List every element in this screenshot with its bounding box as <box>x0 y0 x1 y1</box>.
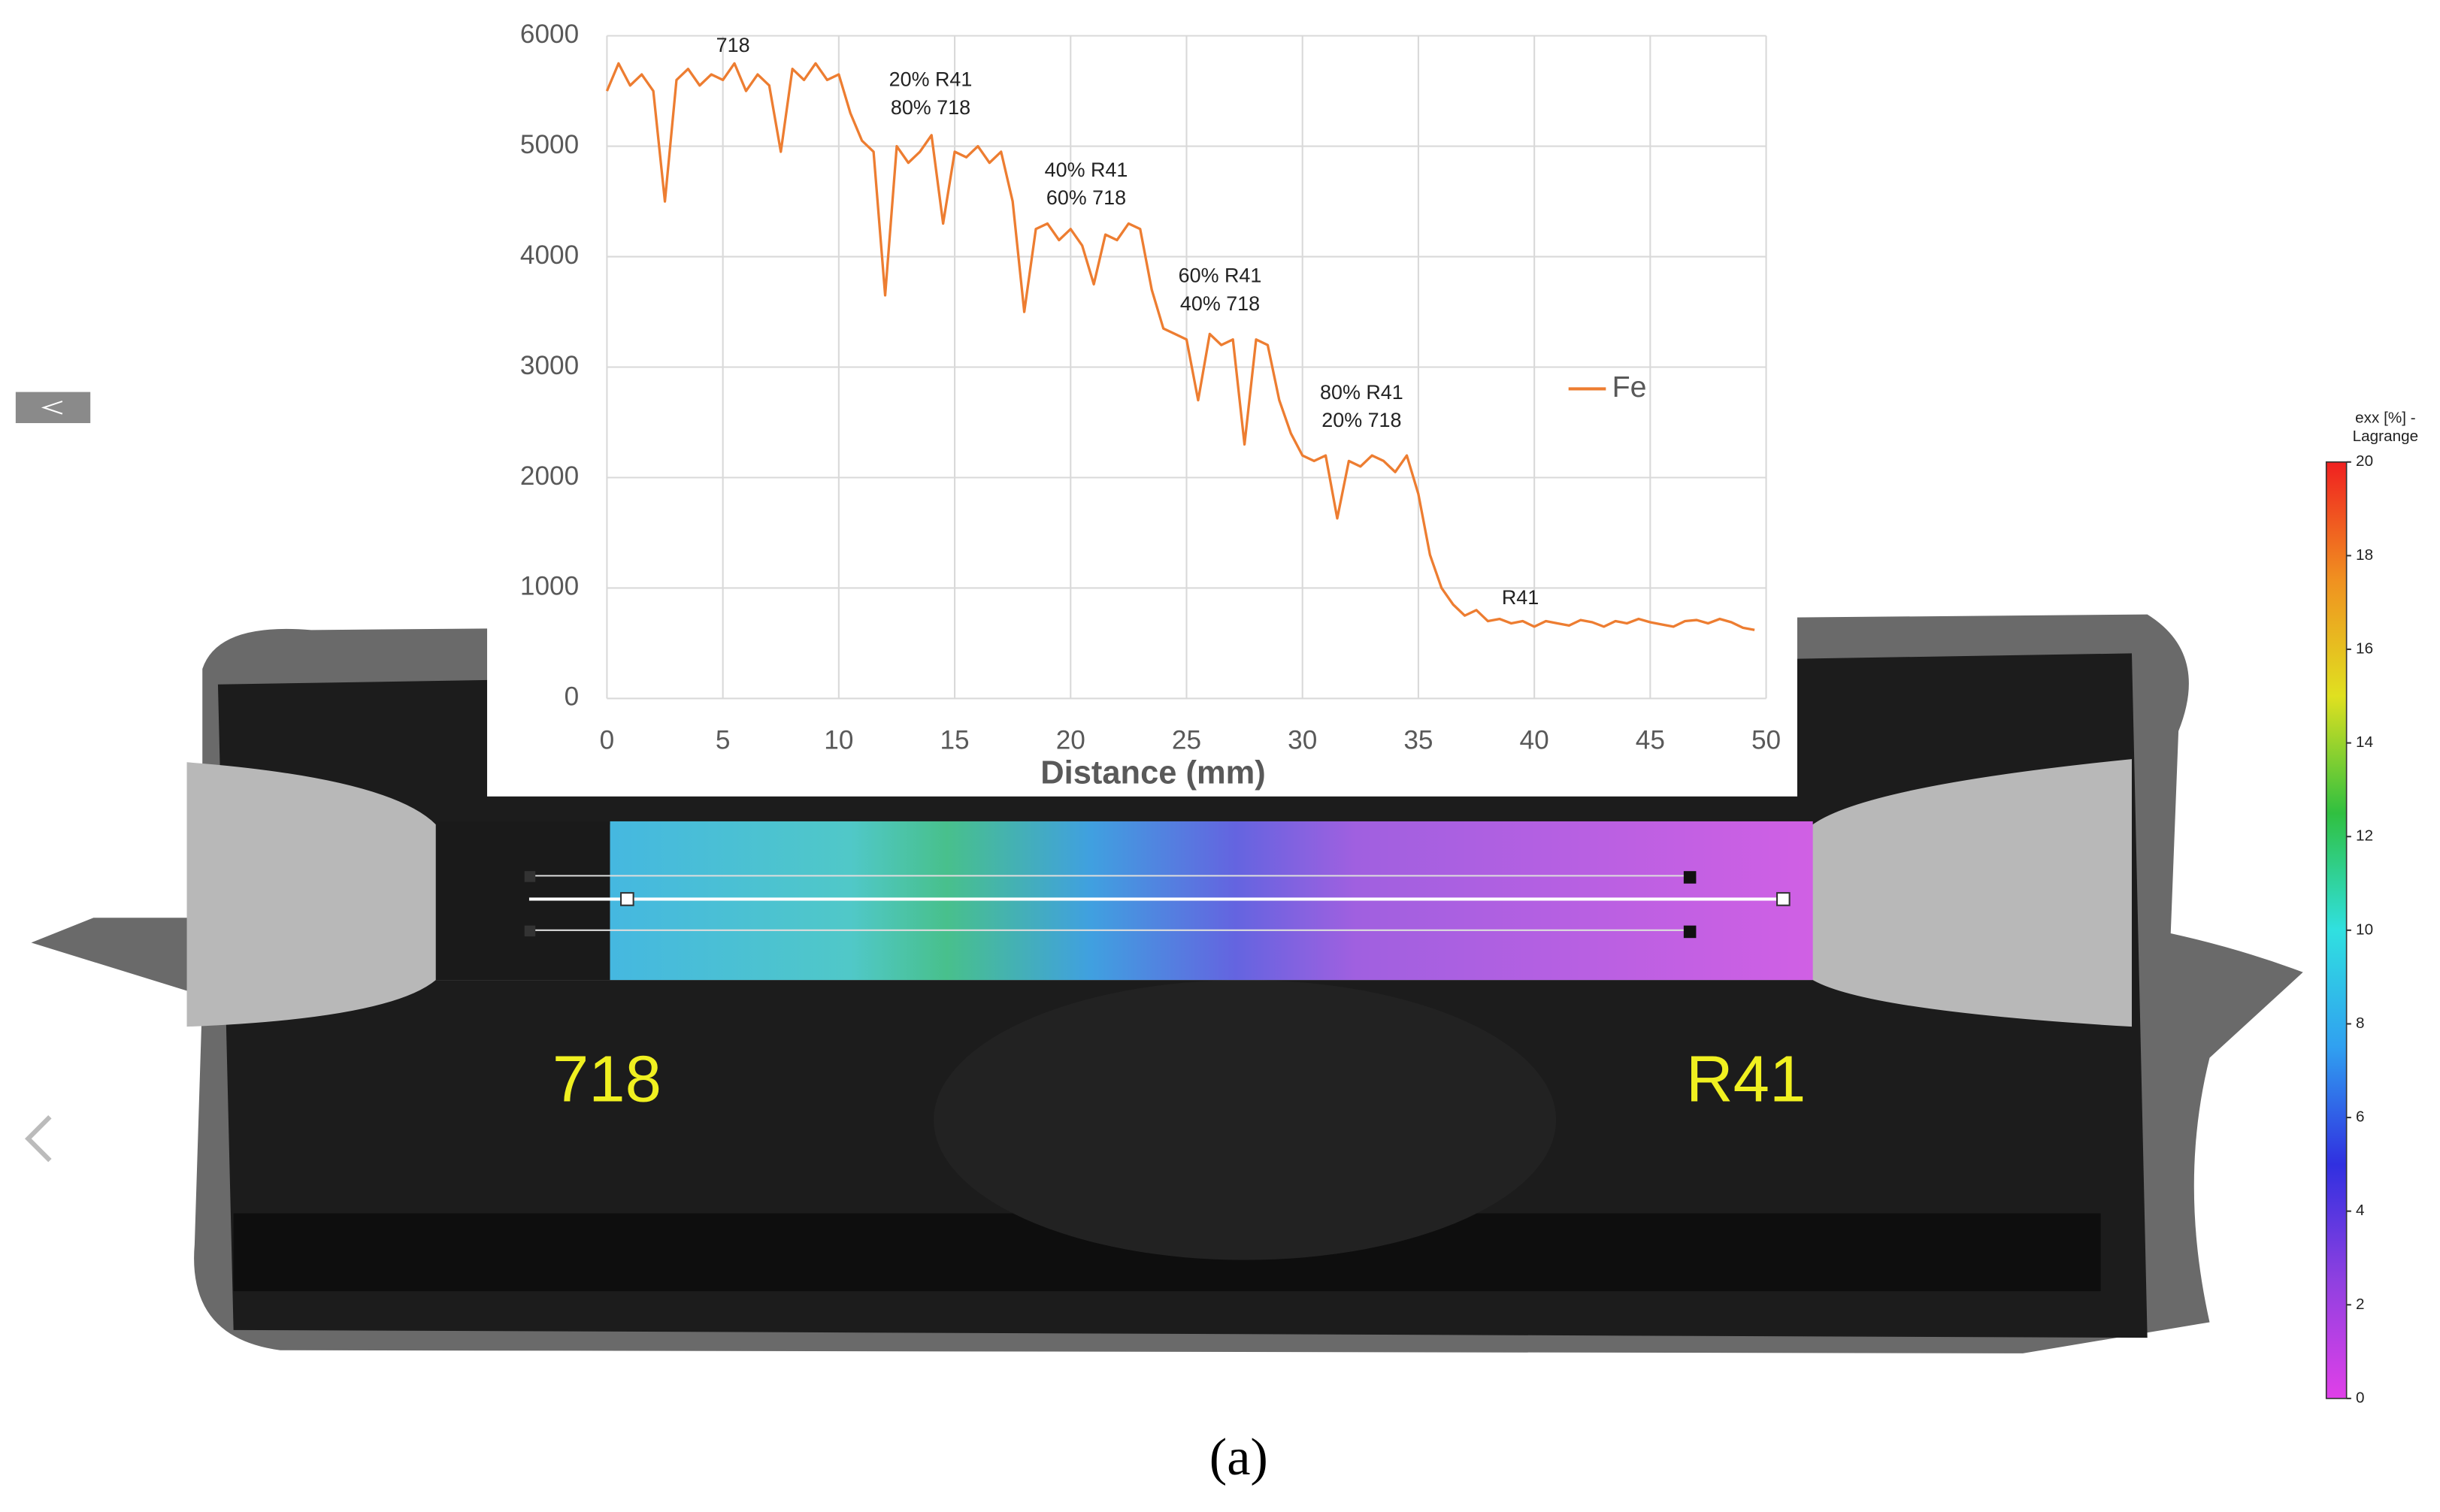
prev-arrow[interactable] <box>25 1115 52 1163</box>
x-tick-label: 45 <box>1636 726 1665 755</box>
back-button[interactable] <box>15 392 91 424</box>
specimen-photo <box>31 614 2303 1353</box>
colorbar-tick-label: 6 <box>2356 1108 2365 1126</box>
colorbar-title: exx [%] - <box>2355 409 2415 426</box>
colorbar-tick-label: 12 <box>2356 827 2373 845</box>
back-icon <box>41 401 63 415</box>
annotation: 40% 718 <box>1180 292 1260 315</box>
x-tick-label: 20 <box>1056 726 1085 755</box>
annotation: 20% 718 <box>1321 409 1401 431</box>
y-tick-label: 4000 <box>520 240 579 270</box>
caption: (a) <box>1209 1428 1268 1486</box>
annotation: 718 <box>716 34 750 56</box>
colorbar-tick-label: 16 <box>2356 640 2373 657</box>
x-tick-label: 50 <box>1751 726 1781 755</box>
annotation: 80% R41 <box>1320 381 1403 404</box>
annotation: 20% R41 <box>889 68 973 91</box>
x-tick-label: 15 <box>940 726 970 755</box>
colorbar-tick-label: 2 <box>2356 1296 2365 1313</box>
y-tick-label: 1000 <box>520 572 579 601</box>
x-tick-label: 30 <box>1288 726 1317 755</box>
x-tick-label: 40 <box>1520 726 1549 755</box>
colorbar-tick-label: 18 <box>2356 546 2373 564</box>
colorbar-scale <box>2325 461 2348 1399</box>
x-axis-title: Distance (mm) <box>1040 754 1265 791</box>
colorbar-tick-label: 0 <box>2356 1389 2365 1406</box>
chart: 0 1000 2000 3000 4000 5000 6000 0 5 10 15 20 25 30 35 4… <box>520 20 1781 755</box>
x-tick-label: 25 <box>1172 726 1201 755</box>
image-label: R41 <box>1686 1043 1806 1116</box>
colorbar-tick-label: 8 <box>2356 1015 2365 1032</box>
image-label: 718 <box>552 1043 661 1116</box>
y-tick-label: 0 <box>565 682 580 712</box>
y-tick-label: 6000 <box>520 20 579 49</box>
x-tick-label: 0 <box>600 726 615 755</box>
annotation: 40% R41 <box>1045 159 1128 181</box>
annotation: R41 <box>1502 586 1539 609</box>
annotation: 60% R41 <box>1179 265 1262 287</box>
x-tick-label: 35 <box>1403 726 1433 755</box>
x-tick-label: 5 <box>716 726 731 755</box>
chart-panel <box>487 0 1797 797</box>
y-tick-label: 2000 <box>520 461 579 491</box>
data-line <box>605 62 1755 631</box>
colorbar-tick-label: 20 <box>2356 452 2373 470</box>
colorbar-title: Lagrange <box>2353 428 2418 445</box>
annotation: 80% 718 <box>891 96 970 119</box>
y-tick-label: 5000 <box>520 130 579 159</box>
x-tick-label: 10 <box>824 726 853 755</box>
annotation: 60% 718 <box>1046 186 1126 209</box>
legend-label: Fe <box>1612 370 1647 404</box>
colorbar: 0 2 4 6 8 10 12 14 16 18 20 <box>2325 452 2373 1406</box>
y-tick-label: 3000 <box>520 351 579 380</box>
colorbar-tick-label: 10 <box>2356 921 2373 938</box>
colorbar-tick-label: 14 <box>2356 733 2373 751</box>
colorbar-tick-label: 4 <box>2356 1202 2365 1219</box>
